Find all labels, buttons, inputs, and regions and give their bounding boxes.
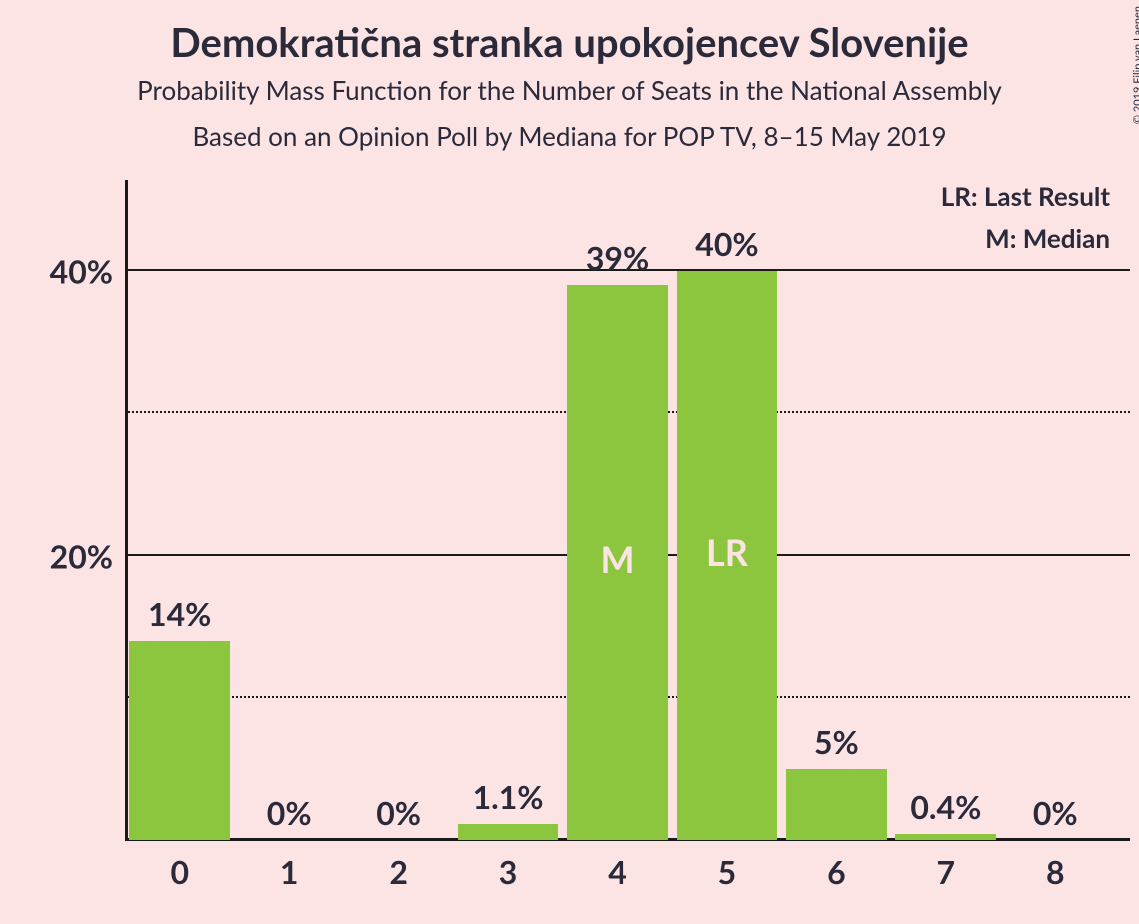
chart-container: Demokratična stranka upokojencev Sloveni… xyxy=(0,0,1139,924)
chart-subtitle-2: Based on an Opinion Poll by Mediana for … xyxy=(0,120,1139,152)
bar xyxy=(895,834,996,840)
bar xyxy=(458,824,559,840)
bar-value-label: 40% xyxy=(695,224,758,263)
x-tick-label: 2 xyxy=(389,852,408,891)
x-tick-label: 7 xyxy=(937,852,956,891)
chart-subtitle-1: Probability Mass Function for the Number… xyxy=(0,74,1139,106)
y-axis xyxy=(125,180,128,840)
y-tick-label: 20% xyxy=(50,536,113,575)
x-tick-label: 6 xyxy=(827,852,846,891)
x-tick-label: 1 xyxy=(280,852,299,891)
legend-last-result: LR: Last Result xyxy=(941,180,1110,212)
bar-value-label: 5% xyxy=(814,722,859,761)
copyright-text: © 2019 Filip van Laenen xyxy=(1131,6,1139,124)
x-tick-label: 0 xyxy=(170,852,189,891)
bar-value-label: 0.4% xyxy=(910,787,981,826)
bar-value-label: 0% xyxy=(1033,793,1078,832)
x-tick-label: 8 xyxy=(1046,852,1065,891)
bar-value-label: 39% xyxy=(586,238,649,277)
bar-value-label: 14% xyxy=(148,594,211,633)
bar xyxy=(129,641,230,840)
chart-title: Demokratična stranka upokojencev Sloveni… xyxy=(0,18,1139,66)
last-result-marker: LR xyxy=(706,530,748,574)
legend-median: M: Median xyxy=(985,222,1110,254)
bar-value-label: 0% xyxy=(267,793,312,832)
median-marker: M xyxy=(600,537,634,581)
x-tick-label: 3 xyxy=(499,852,518,891)
plot-area: 20%40%14%00%10%21.1%339%4M40%5LR5%60.4%7… xyxy=(125,200,1110,840)
bar xyxy=(786,769,887,840)
x-tick-label: 4 xyxy=(608,852,627,891)
x-tick-label: 5 xyxy=(718,852,737,891)
bar-value-label: 0% xyxy=(376,793,421,832)
y-tick-label: 40% xyxy=(50,252,113,291)
bar-value-label: 1.1% xyxy=(473,777,544,816)
